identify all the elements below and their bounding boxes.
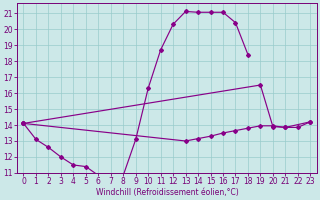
X-axis label: Windchill (Refroidissement éolien,°C): Windchill (Refroidissement éolien,°C): [96, 188, 238, 197]
